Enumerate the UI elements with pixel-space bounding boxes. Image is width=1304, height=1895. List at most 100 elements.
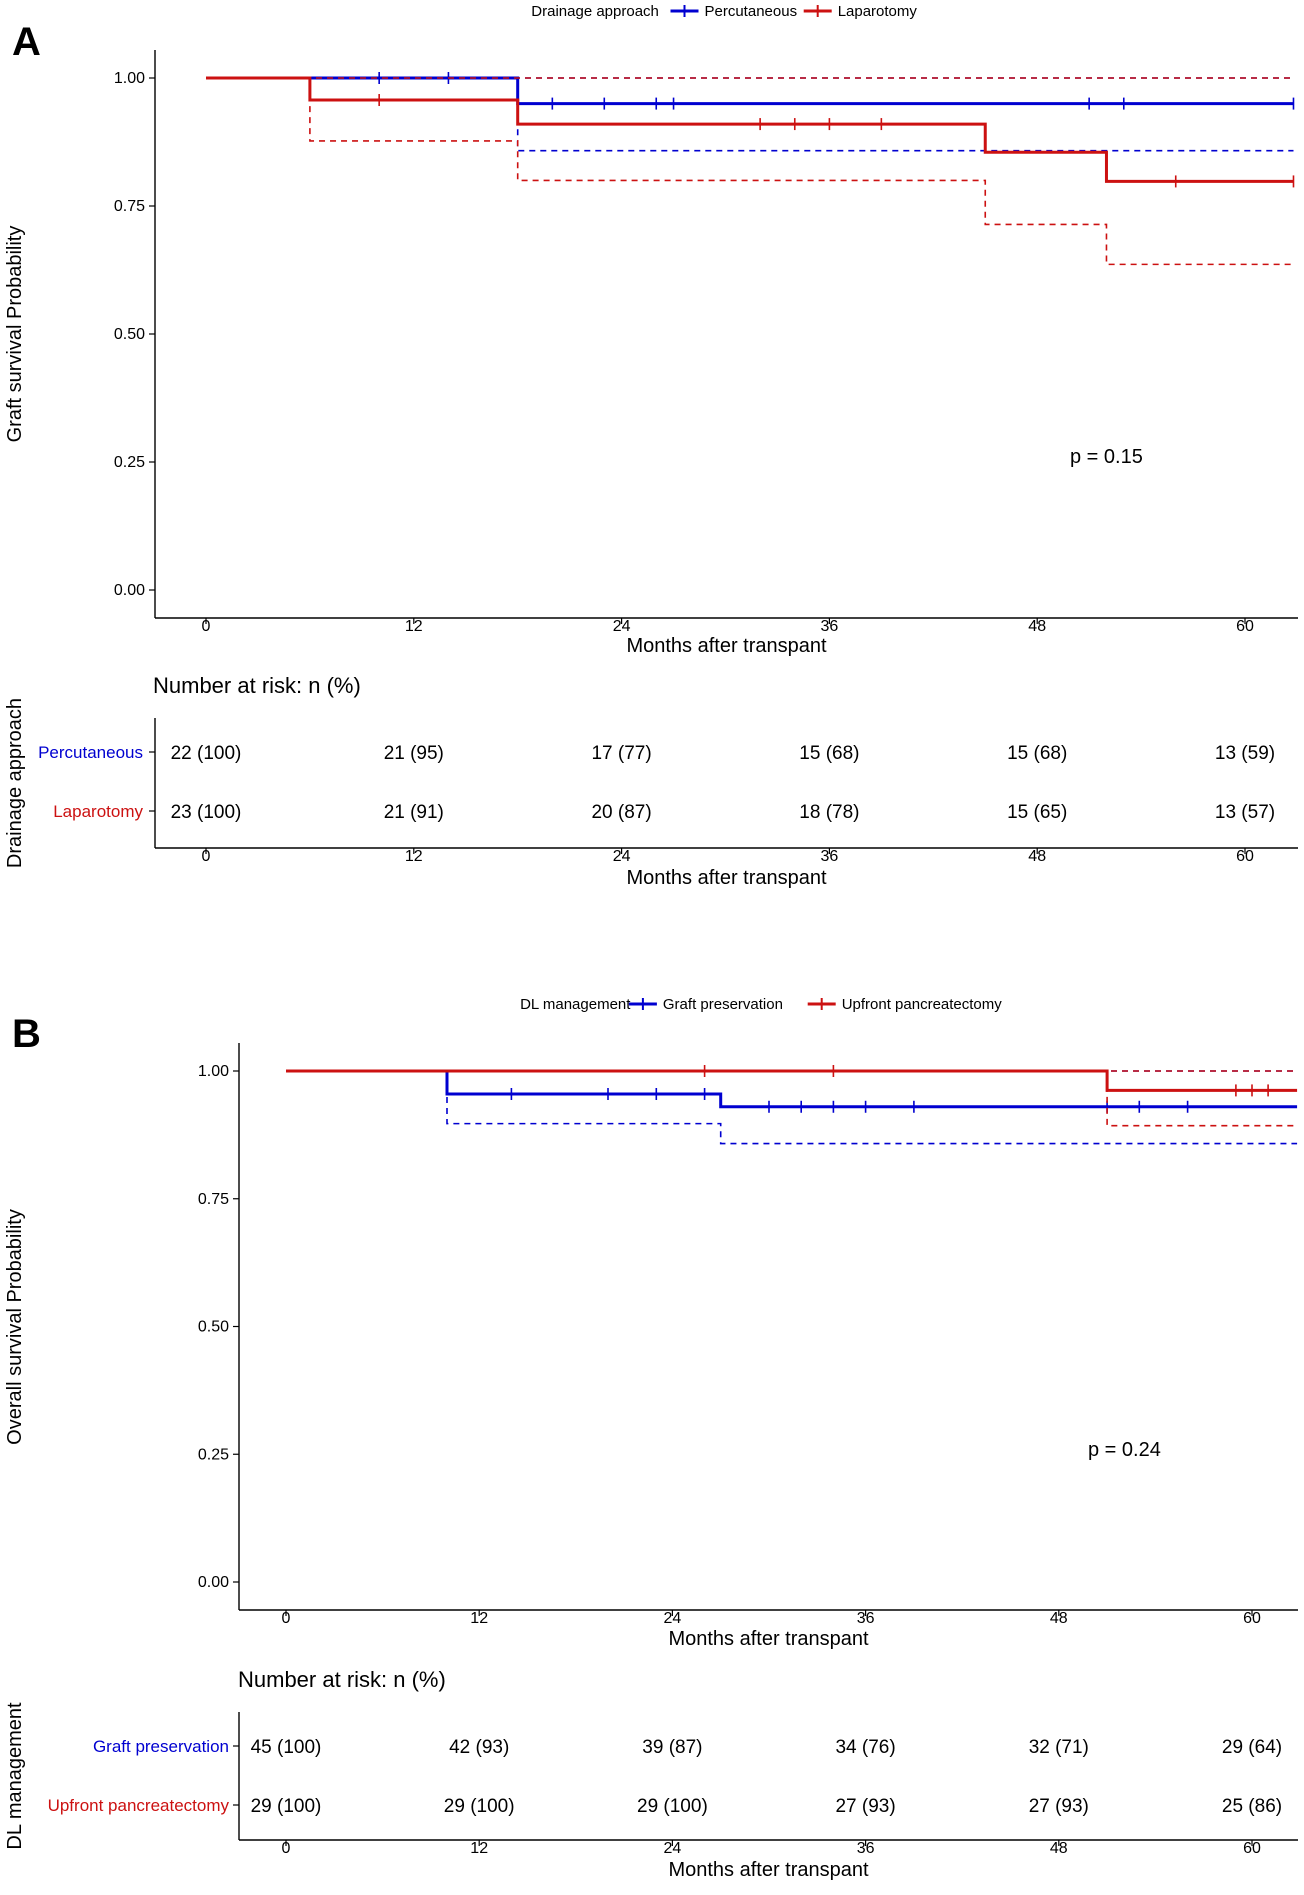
ci-lower-line <box>206 77 1294 152</box>
risk-cell: 22 (100) <box>171 743 242 764</box>
risk-cell: 13 (59) <box>1215 743 1275 764</box>
legend-entry: Laparotomy <box>838 3 918 20</box>
risk-x-tick-label: 0 <box>282 1840 291 1857</box>
x-tick-label: 60 <box>1243 1610 1261 1627</box>
risk-table-title: Number at risk: n (%) <box>153 673 361 698</box>
y-tick-label: 1.00 <box>114 70 145 87</box>
y-tick-label: 0.75 <box>198 1191 229 1208</box>
x-tick-label: 12 <box>470 1610 488 1627</box>
x-tick-label: 0 <box>202 618 211 635</box>
y-axis-title: Graft survival Probability <box>4 226 26 443</box>
x-axis-title: Months after transpant <box>626 635 827 657</box>
risk-cell: 34 (76) <box>835 1737 895 1758</box>
panel-a: A Drainage approach Percutaneous Laparotomy… <box>4 3 1298 889</box>
risk-cell: 29 (64) <box>1222 1737 1282 1758</box>
risk-x-tick-label: 48 <box>1028 848 1046 865</box>
p-value: p = 0.15 <box>1070 446 1143 468</box>
y-tick-label: 0.50 <box>198 1319 229 1336</box>
axes: 0.00 0.25 0.50 0.75 1.00 0 12 24 36 48 60 Months af… <box>4 50 1298 657</box>
survival-curve <box>206 76 1294 183</box>
axes: 0.00 0.25 0.50 0.75 1.00 0 12 24 36 48 60 Months af… <box>4 1043 1298 1650</box>
risk-y-axis-title: Drainage approach <box>4 698 26 868</box>
panel-letter: B <box>12 1012 41 1056</box>
ci-lower-line <box>286 1070 1298 1127</box>
x-tick-label: 60 <box>1236 618 1254 635</box>
survival-curve <box>286 1069 1298 1092</box>
risk-x-axis-title: Months after transpant <box>626 867 827 889</box>
legend-entry: Graft preservation <box>663 996 783 1013</box>
risk-cell: 25 (86) <box>1222 1796 1282 1817</box>
risk-x-tick-label: 0 <box>202 848 211 865</box>
legend: Drainage approach Percutaneous Laparotomy <box>531 3 917 20</box>
p-value: p = 0.24 <box>1088 1439 1161 1461</box>
risk-table: Number at risk: n (%) Percutaneous 22 (100… <box>4 673 1298 889</box>
risk-x-tick-label: 60 <box>1243 1840 1261 1857</box>
risk-x-tick-label: 24 <box>613 848 631 865</box>
risk-cell: 15 (68) <box>1007 743 1067 764</box>
risk-cell: 20 (87) <box>591 802 651 823</box>
panel-letter: A <box>12 20 41 64</box>
risk-cell: 18 (78) <box>799 802 859 823</box>
risk-row-label: Percutaneous <box>38 743 143 762</box>
x-tick-label: 12 <box>405 618 423 635</box>
series-graft-preservation <box>286 1069 1298 1145</box>
risk-cell: 13 (57) <box>1215 802 1275 823</box>
risk-cell: 15 (68) <box>799 743 859 764</box>
risk-cell: 39 (87) <box>642 1737 702 1758</box>
risk-x-tick-label: 48 <box>1050 1840 1068 1857</box>
y-tick-label: 0.25 <box>198 1446 229 1463</box>
risk-cell: 27 (93) <box>1029 1796 1089 1817</box>
y-tick-label: 0.25 <box>114 454 145 471</box>
risk-x-tick-label: 24 <box>664 1840 682 1857</box>
x-tick-label: 48 <box>1028 618 1046 635</box>
series-laparotomy <box>206 76 1295 266</box>
risk-cell: 29 (100) <box>251 1796 322 1817</box>
ci-lower-line <box>206 77 1294 266</box>
risk-x-tick-label: 12 <box>470 1840 488 1857</box>
risk-cell: 21 (95) <box>384 743 444 764</box>
series-upfront-pancreatectomy <box>286 1065 1298 1127</box>
legend-title: Drainage approach <box>531 3 659 20</box>
x-tick-label: 36 <box>821 618 839 635</box>
risk-cell: 21 (91) <box>384 802 444 823</box>
y-tick-label: 0.50 <box>114 326 145 343</box>
x-tick-label: 24 <box>613 618 631 635</box>
risk-x-axis-title: Months after transpant <box>668 1859 869 1881</box>
risk-cell: 15 (65) <box>1007 802 1067 823</box>
risk-x-tick-label: 12 <box>405 848 423 865</box>
risk-y-axis-title: DL management <box>4 1702 26 1850</box>
x-tick-label: 48 <box>1050 1610 1068 1627</box>
risk-x-tick-label: 60 <box>1236 848 1254 865</box>
y-tick-label: 1.00 <box>198 1063 229 1080</box>
x-tick-label: 36 <box>857 1610 875 1627</box>
panel-b: B DL management Graft preservation Upfront … <box>4 996 1298 1881</box>
risk-x-tick-label: 36 <box>821 848 839 865</box>
risk-table: Number at risk: n (%) Graft preservation 4… <box>4 1667 1298 1881</box>
risk-row-label: Graft preservation <box>93 1737 229 1756</box>
legend-entry: Upfront pancreatectomy <box>842 996 1003 1013</box>
risk-cell: 32 (71) <box>1029 1737 1089 1758</box>
risk-cell: 17 (77) <box>591 743 651 764</box>
y-tick-label: 0.75 <box>114 198 145 215</box>
risk-cell: 23 (100) <box>171 802 242 823</box>
risk-cell: 45 (100) <box>251 1737 322 1758</box>
risk-cell: 29 (100) <box>637 1796 708 1817</box>
risk-cell: 27 (93) <box>835 1796 895 1817</box>
legend-entry: Percutaneous <box>705 3 798 20</box>
risk-table-title: Number at risk: n (%) <box>238 1667 446 1692</box>
x-tick-label: 24 <box>664 1610 682 1627</box>
legend-title: DL management <box>520 996 631 1013</box>
risk-cell: 42 (93) <box>449 1737 509 1758</box>
y-axis-title: Overall survival Probability <box>4 1209 26 1445</box>
x-axis-title: Months after transpant <box>668 1628 869 1650</box>
y-tick-label: 0.00 <box>114 582 145 599</box>
risk-x-tick-label: 36 <box>857 1840 875 1857</box>
risk-row-label: Upfront pancreatectomy <box>48 1796 230 1815</box>
risk-cell: 29 (100) <box>444 1796 515 1817</box>
legend: DL management Graft preservation Upfront p… <box>520 996 1002 1013</box>
x-tick-label: 0 <box>282 1610 291 1627</box>
y-tick-label: 0.00 <box>198 1574 229 1591</box>
survival-curve <box>286 1069 1298 1109</box>
series-percutaneous <box>206 72 1295 152</box>
